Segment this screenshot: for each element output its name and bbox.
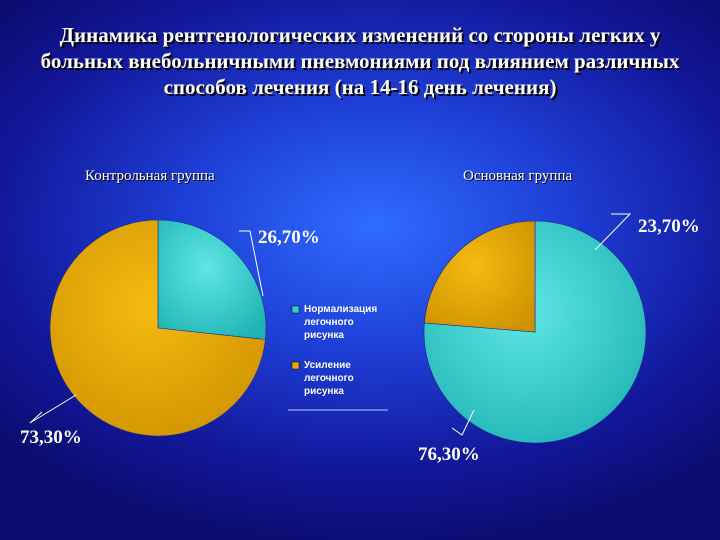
pie1-leader-line-2 xyxy=(29,394,77,424)
legend-label-1-line-1: Нормализация xyxy=(304,304,377,315)
legend-swatch-2 xyxy=(291,361,300,370)
legend-label-2-line-2: легочного xyxy=(304,373,354,384)
pie1-slice-2 xyxy=(49,219,266,437)
legend-label-1-line-3: рисунка xyxy=(304,330,344,341)
legend-swatch-1 xyxy=(291,305,300,314)
pie2-leader-line-1 xyxy=(451,409,475,436)
main-group-subtitle: Основная группа xyxy=(463,168,573,184)
pie1-slice-1 xyxy=(157,219,267,340)
pie1-value-label-1: 26,70% xyxy=(258,227,320,248)
pie2-value-label-2: 23,70% xyxy=(638,216,700,237)
pie2-value-label-1: 76,30% xyxy=(418,444,480,465)
pie2-slice-1 xyxy=(423,220,647,444)
legend-label-2-line-3: рисунка xyxy=(304,386,344,397)
chart-title: Динамика рентгенологических изменений со… xyxy=(40,23,680,99)
control-group-subtitle: Контрольная группа xyxy=(85,168,215,184)
pie1-leader-line-1 xyxy=(239,230,264,297)
pie2-leader-line-2 xyxy=(594,213,632,251)
legend-label-2-line-1: Усиление xyxy=(304,360,351,371)
legend-label-1-line-2: легочного xyxy=(304,317,354,328)
pie2-slice-2 xyxy=(424,220,536,333)
pie1-value-label-2: 73,30% xyxy=(20,427,82,448)
